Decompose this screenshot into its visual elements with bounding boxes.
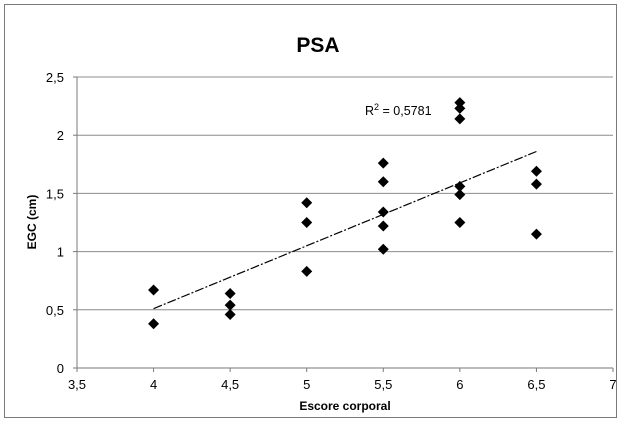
data-point [148,284,160,296]
data-point [454,102,466,114]
r-squared-annotation: R2 = 0,5781 [365,102,432,118]
chart-frame [4,4,617,418]
data-point [530,165,542,177]
data-point [301,217,313,228]
x-tick-label: 6,5 [527,377,545,392]
data-point [530,228,542,240]
data-points [148,97,542,330]
x-tick-labels: 3,5 4 4,5 5 5,5 6 6,5 7 [68,368,617,392]
y-tick-label: 2,5 [46,70,64,85]
y-tick-label: 1 [57,245,64,260]
y-tick-label: 0 [57,361,64,376]
y-tick-label: 1,5 [46,186,64,201]
chart-title: PSA [296,34,339,57]
data-point [377,243,389,255]
data-point [454,97,466,109]
data-point [148,318,160,330]
data-point [377,220,389,232]
trendline [153,150,537,310]
data-point [454,180,466,192]
y-tick-label: 0,5 [46,303,64,318]
data-point [224,299,236,311]
data-point [301,265,313,277]
data-point [224,308,236,320]
x-tick-label: 4 [150,377,157,392]
x-tick-label: 5,5 [374,377,392,392]
data-point [454,113,466,125]
data-point [454,189,466,201]
x-tick-label: 6 [456,377,463,392]
data-point [377,206,389,218]
data-point [530,178,542,190]
x-axis-title: Escore corporal [299,399,390,413]
data-point [377,157,389,169]
y-tick-labels: 0 0,5 1 1,5 2 2,5 [46,70,77,376]
y-tick-label: 2 [57,128,64,143]
x-tick-label: 7 [609,377,616,392]
data-point [301,197,313,209]
x-tick-label: 3,5 [68,377,86,392]
data-point [454,217,466,228]
x-tick-label: 4,5 [221,377,239,392]
grid-lines [77,76,613,311]
x-tick-label: 5 [303,377,310,392]
data-point [377,176,389,188]
y-axis-title: EGC (cm) [25,195,39,250]
data-point [224,288,236,300]
